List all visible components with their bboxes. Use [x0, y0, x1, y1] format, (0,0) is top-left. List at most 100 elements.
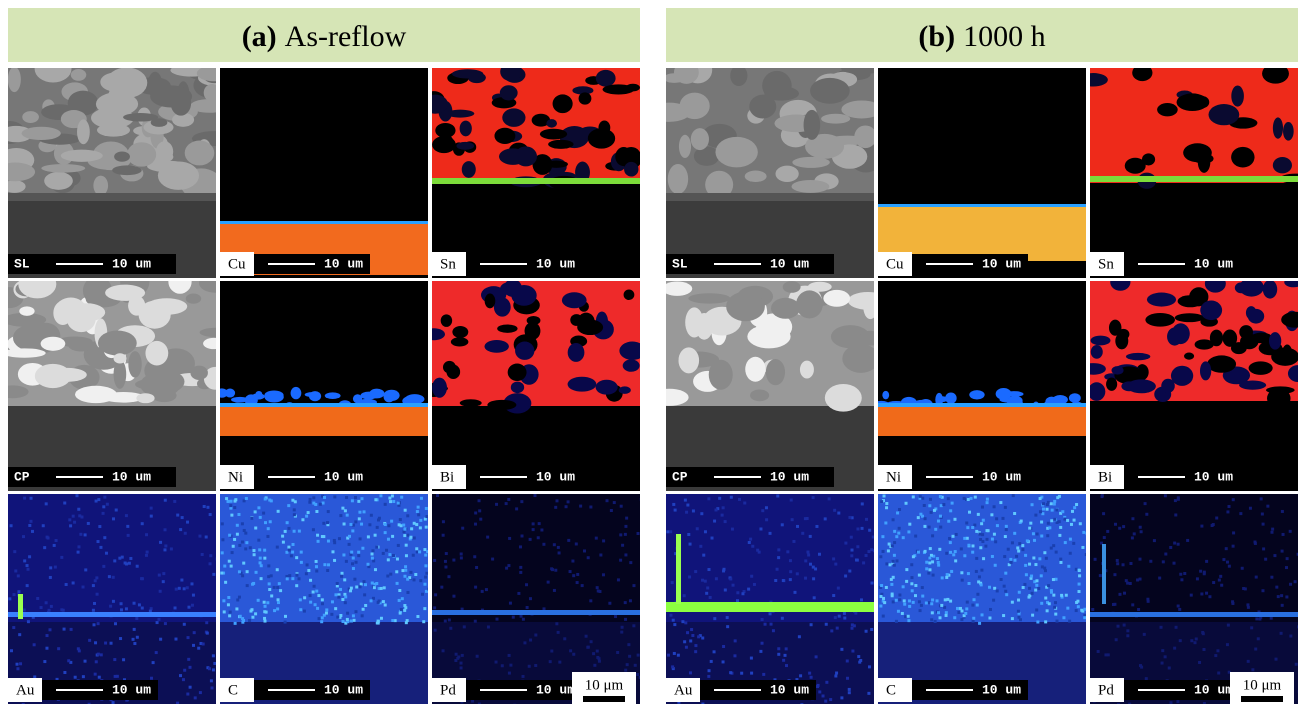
texture — [1277, 595, 1280, 598]
texture — [815, 655, 818, 658]
texture — [587, 556, 590, 559]
texture — [595, 537, 598, 540]
texture — [460, 556, 463, 559]
texture — [43, 546, 46, 549]
texture — [409, 536, 412, 539]
texture — [481, 590, 484, 593]
texture — [596, 586, 599, 589]
texture — [556, 499, 559, 502]
texture — [843, 617, 846, 620]
texture — [78, 649, 81, 652]
texture — [198, 535, 201, 538]
texture — [220, 572, 223, 575]
texture — [68, 518, 71, 521]
tile-label: Pd — [1098, 682, 1114, 698]
texture — [993, 533, 996, 536]
texture — [330, 613, 333, 616]
texture — [263, 601, 266, 604]
texture — [713, 617, 716, 620]
texture — [596, 380, 618, 395]
texture — [783, 281, 801, 293]
texture — [344, 601, 347, 604]
texture — [775, 166, 798, 182]
texture — [415, 547, 418, 550]
texture — [341, 598, 344, 601]
texture — [294, 500, 297, 503]
scale-text: 10 um — [112, 469, 151, 484]
texture — [1285, 566, 1288, 569]
texture — [550, 650, 553, 653]
texture — [557, 631, 560, 634]
texture — [1145, 677, 1148, 680]
texture — [692, 509, 695, 512]
texture — [981, 506, 984, 509]
texture — [505, 502, 508, 505]
texture — [94, 579, 97, 582]
texture — [1078, 590, 1081, 593]
texture — [287, 546, 290, 549]
tile-label: Sn — [1098, 256, 1114, 272]
texture — [1034, 589, 1037, 592]
texture — [82, 586, 85, 589]
texture — [1053, 500, 1056, 503]
texture — [895, 535, 898, 538]
texture — [277, 598, 280, 601]
texture — [93, 602, 96, 605]
texture — [1129, 562, 1132, 565]
texture — [309, 601, 312, 604]
texture — [246, 570, 249, 573]
texture — [1273, 117, 1283, 138]
texture — [367, 535, 370, 538]
texture — [713, 650, 716, 653]
texture — [555, 622, 558, 625]
texture — [440, 586, 443, 589]
texture — [1177, 496, 1180, 499]
texture — [28, 524, 31, 527]
texture — [27, 568, 30, 571]
texture — [423, 583, 426, 586]
texture — [406, 591, 409, 594]
texture — [1231, 85, 1244, 106]
texture — [460, 399, 482, 406]
texture — [128, 562, 131, 565]
texture — [938, 548, 941, 551]
texture — [978, 622, 981, 625]
texture — [848, 516, 851, 519]
texture — [707, 568, 710, 571]
texture — [1047, 522, 1050, 525]
texture — [298, 530, 301, 533]
texture — [921, 515, 924, 518]
texture — [931, 598, 934, 601]
texture — [1091, 336, 1111, 346]
texture — [241, 541, 244, 544]
texture — [284, 621, 287, 624]
texture — [507, 564, 510, 567]
texture — [520, 500, 523, 503]
texture — [444, 560, 447, 563]
texture — [1055, 620, 1058, 623]
texture — [987, 529, 990, 532]
texture — [1201, 631, 1204, 634]
texture — [761, 642, 764, 645]
texture — [13, 593, 16, 596]
texture — [529, 597, 532, 600]
texture — [701, 579, 704, 582]
texture — [593, 664, 596, 667]
texture — [834, 675, 837, 678]
texture — [267, 564, 270, 567]
texture — [627, 643, 630, 646]
texture — [233, 506, 236, 509]
texture — [666, 530, 669, 533]
texture — [824, 517, 827, 520]
texture — [1009, 558, 1012, 561]
texture — [312, 502, 315, 505]
texture — [155, 651, 158, 654]
texture — [895, 620, 898, 623]
texture — [1275, 658, 1278, 661]
texture — [892, 518, 895, 521]
texture — [843, 612, 846, 615]
texture — [668, 164, 688, 194]
texture — [636, 673, 639, 676]
texture — [227, 500, 230, 503]
texture — [844, 574, 847, 577]
